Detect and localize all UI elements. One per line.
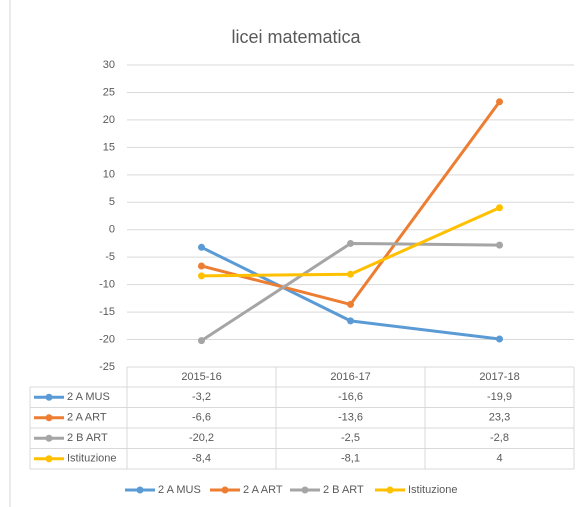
marker — [198, 262, 205, 270]
y-tick-label: -25 — [99, 361, 115, 373]
y-tick-label: 30 — [103, 59, 115, 71]
marker — [198, 243, 205, 251]
x-tick-label: 2016-17 — [330, 371, 370, 383]
marker — [496, 204, 503, 212]
y-tick-label: -15 — [99, 306, 115, 318]
legend-key-dot — [221, 486, 229, 494]
legend-key-dot — [301, 486, 309, 494]
marker — [496, 335, 503, 343]
legend-key-dot — [386, 486, 394, 494]
table-series-name: 2 A MUS — [67, 391, 110, 403]
table-key-dot — [45, 434, 53, 442]
table-value: -2,5 — [341, 432, 360, 444]
table-value: 4 — [496, 453, 502, 465]
table-value: -19,9 — [487, 391, 512, 403]
y-tick-label: 5 — [109, 196, 115, 208]
table-value: -6,6 — [192, 412, 211, 424]
marker — [347, 317, 354, 325]
table-key-dot — [45, 455, 53, 463]
table-value: -2,8 — [490, 432, 509, 444]
table-value: -8,1 — [341, 453, 360, 465]
marker — [347, 300, 354, 308]
table-value: -13,6 — [338, 412, 363, 424]
x-tick-label: 2017-18 — [479, 371, 519, 383]
table-series-name: 2 B ART — [67, 432, 108, 444]
y-tick-label: 0 — [109, 224, 115, 236]
table-key-dot — [45, 393, 53, 401]
chart-title: licei matematica — [231, 27, 361, 47]
legend-key-dot — [136, 486, 144, 494]
y-tick-label: 15 — [103, 141, 115, 153]
table-value: -16,6 — [338, 391, 363, 403]
marker — [347, 239, 354, 247]
table-series-name: Istituzione — [67, 453, 117, 465]
y-tick-label: 25 — [103, 86, 115, 98]
legend-label: 2 B ART — [323, 484, 364, 496]
table-value: -8,4 — [192, 453, 211, 465]
legend-label: Istituzione — [408, 484, 458, 496]
marker — [198, 272, 205, 280]
marker — [496, 98, 503, 106]
y-tick-label: -20 — [99, 333, 115, 345]
y-tick-label: 10 — [103, 169, 115, 181]
legend-label: 2 A MUS — [158, 484, 201, 496]
table-key-dot — [45, 414, 53, 422]
legend-label: 2 A ART — [243, 484, 283, 496]
table-value: -3,2 — [192, 391, 211, 403]
marker — [496, 241, 503, 249]
table-value: -20,2 — [189, 432, 214, 444]
table-value: 23,3 — [489, 412, 510, 424]
y-tick-label: -10 — [99, 279, 115, 291]
marker — [198, 337, 205, 345]
y-tick-label: 20 — [103, 114, 115, 126]
y-tick-label: -5 — [105, 251, 115, 263]
x-tick-label: 2015-16 — [181, 371, 221, 383]
marker — [347, 270, 354, 278]
table-series-name: 2 A ART — [67, 412, 107, 424]
